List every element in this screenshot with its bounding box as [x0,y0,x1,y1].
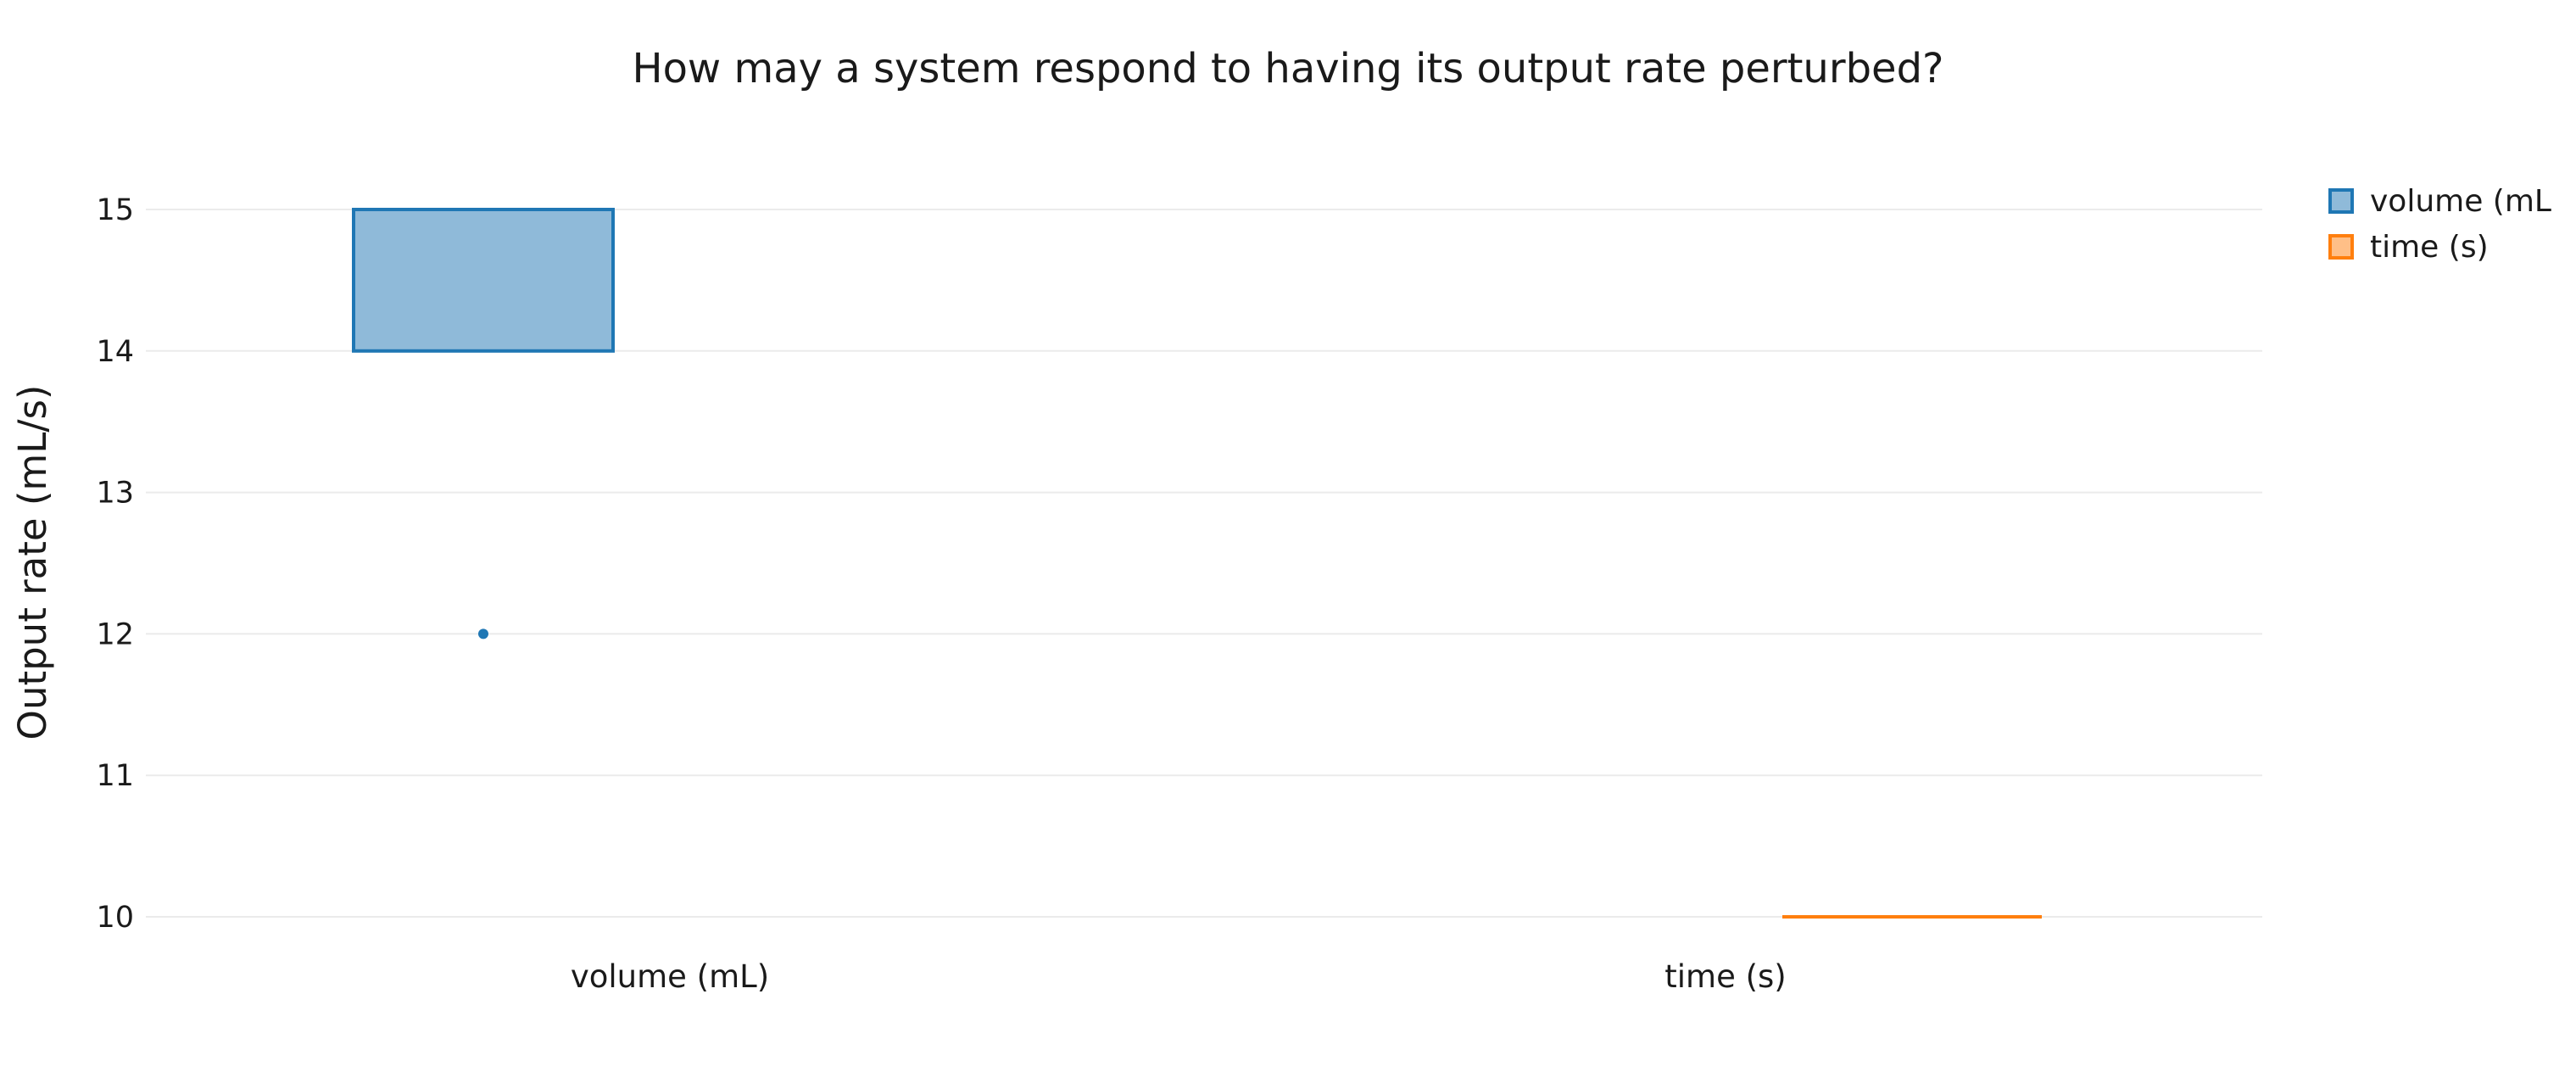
y-axis-label: Output rate (mL/s) [10,385,55,740]
outlier-point [478,628,488,639]
y-tick-label: 12 [96,617,134,651]
legend-swatch [2328,234,2354,260]
y-tick-label: 14 [96,335,134,369]
x-tick-labels: volume (mL) time (s) [571,958,1787,995]
box-1 [352,208,615,639]
legend-item[interactable]: time (s) [2328,230,2489,265]
box-body [352,208,615,353]
x-tick-label: volume (mL) [571,958,769,995]
y-tick-label: 10 [96,901,134,935]
legend-label: time (s) [2370,230,2489,265]
legend-label: volume (mL [2370,184,2551,219]
y-tick-label: 11 [96,759,134,793]
legend[interactable]: volume (mL time (s) [2328,184,2551,265]
chart-title: How may a system respond to having its o… [632,45,1943,92]
y-tick-label: 13 [96,477,134,511]
legend-swatch [2328,188,2354,214]
y-tick-label: 15 [96,193,134,227]
boxes [352,208,2042,919]
x-tick-label: time (s) [1664,958,1787,995]
y-tick-labels: 10 11 12 13 14 15 [96,193,134,935]
legend-item[interactable]: volume (mL [2328,184,2551,219]
